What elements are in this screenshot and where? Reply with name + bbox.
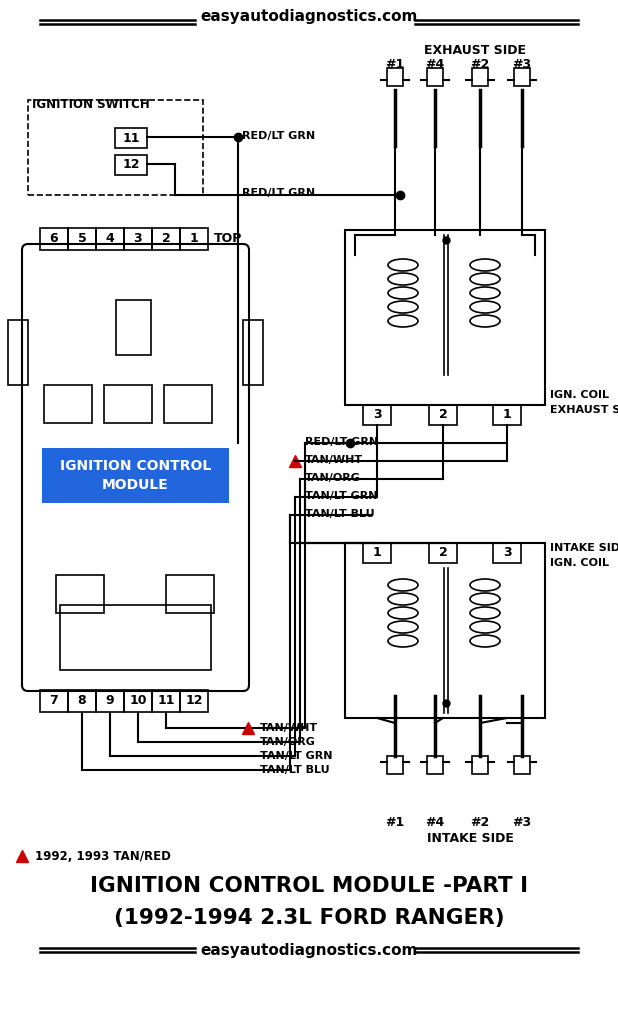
Text: #3: #3	[512, 58, 531, 70]
Text: #1: #1	[386, 817, 405, 829]
Text: 1: 1	[502, 409, 511, 421]
Text: #3: #3	[512, 817, 531, 829]
Text: 2: 2	[439, 547, 447, 559]
Bar	[180, 690, 208, 712]
Text: 11: 11	[157, 694, 175, 708]
Bar	[493, 543, 521, 563]
Text: IGN. COIL: IGN. COIL	[550, 558, 609, 568]
Text: 1: 1	[373, 547, 381, 559]
Bar	[387, 68, 403, 85]
Text: easyautodiagnostics.com: easyautodiagnostics.com	[200, 942, 418, 958]
Text: TAN/LT BLU: TAN/LT BLU	[305, 509, 375, 519]
Text: IGNITION CONTROL MODULE -PART I: IGNITION CONTROL MODULE -PART I	[90, 876, 528, 896]
Bar	[152, 228, 180, 250]
Text: 10: 10	[129, 694, 146, 708]
Text: IGN. COIL: IGN. COIL	[550, 390, 609, 400]
Bar	[345, 543, 545, 718]
Text: TAN/LT BLU: TAN/LT BLU	[260, 765, 329, 775]
Text: #2: #2	[470, 58, 489, 70]
Bar	[427, 756, 443, 774]
Text: 9: 9	[106, 694, 114, 708]
Text: easyautodiagnostics.com: easyautodiagnostics.com	[200, 9, 418, 25]
Bar	[429, 405, 457, 425]
Bar	[96, 228, 124, 250]
Text: #1: #1	[386, 58, 405, 70]
Bar	[116, 300, 151, 355]
Bar	[387, 756, 403, 774]
Bar	[96, 690, 124, 712]
Text: TAN/ORG: TAN/ORG	[305, 473, 361, 483]
Bar	[60, 605, 211, 670]
Bar	[493, 405, 521, 425]
Text: TAN/LT GRN: TAN/LT GRN	[260, 751, 332, 761]
Text: 11: 11	[122, 132, 140, 144]
Bar	[42, 448, 229, 503]
Bar	[166, 575, 214, 613]
Text: 5: 5	[78, 233, 87, 245]
Text: #4: #4	[425, 58, 444, 70]
Text: 4: 4	[106, 233, 114, 245]
Bar	[472, 756, 488, 774]
Bar	[115, 128, 147, 148]
Text: IGNITION CONTROL
MODULE: IGNITION CONTROL MODULE	[60, 458, 211, 492]
Text: 2: 2	[162, 233, 171, 245]
Text: 7: 7	[49, 694, 58, 708]
Bar	[115, 154, 147, 175]
Text: #4: #4	[425, 817, 444, 829]
Text: 3: 3	[502, 547, 511, 559]
Text: 2: 2	[439, 409, 447, 421]
Text: TOP: TOP	[214, 233, 242, 245]
Text: TAN/WHT: TAN/WHT	[260, 723, 318, 733]
Text: TAN/ORG: TAN/ORG	[260, 737, 316, 747]
Bar	[56, 575, 104, 613]
Bar	[514, 68, 530, 85]
Text: #2: #2	[470, 817, 489, 829]
Text: 12: 12	[122, 159, 140, 172]
Text: 6: 6	[49, 233, 58, 245]
Bar	[427, 68, 443, 85]
Bar	[472, 68, 488, 85]
Bar	[68, 228, 96, 250]
Bar	[152, 690, 180, 712]
Bar	[363, 543, 391, 563]
Bar	[164, 385, 212, 423]
Text: EXHAUST SIDE: EXHAUST SIDE	[424, 43, 526, 57]
Text: INTAKE SIDE: INTAKE SIDE	[550, 543, 618, 553]
Text: 8: 8	[78, 694, 87, 708]
Text: RED/LT GRN: RED/LT GRN	[242, 188, 315, 198]
Text: 1: 1	[190, 233, 198, 245]
Bar	[429, 543, 457, 563]
Text: RED/LT GRN: RED/LT GRN	[242, 131, 315, 141]
Bar	[40, 690, 68, 712]
Text: INTAKE SIDE: INTAKE SIDE	[426, 831, 514, 845]
Text: 12: 12	[185, 694, 203, 708]
Text: (1992-1994 2.3L FORD RANGER): (1992-1994 2.3L FORD RANGER)	[114, 908, 504, 928]
Bar	[68, 690, 96, 712]
Bar	[243, 320, 263, 385]
Text: 3: 3	[133, 233, 142, 245]
Text: IGNITION SWITCH: IGNITION SWITCH	[32, 99, 150, 111]
Bar	[8, 320, 28, 385]
Bar	[180, 228, 208, 250]
Bar	[363, 405, 391, 425]
Bar	[124, 228, 152, 250]
Text: EXHAUST SIDE: EXHAUST SIDE	[550, 405, 618, 415]
Bar	[124, 690, 152, 712]
Text: TAN/WHT: TAN/WHT	[305, 455, 363, 465]
Bar	[514, 756, 530, 774]
Bar	[44, 385, 92, 423]
Text: RED/LT GRN: RED/LT GRN	[305, 437, 378, 447]
Text: TAN/LT GRN: TAN/LT GRN	[305, 491, 378, 501]
Bar	[104, 385, 152, 423]
Bar	[345, 230, 545, 405]
Bar	[40, 228, 68, 250]
Bar	[28, 100, 203, 195]
Text: 3: 3	[373, 409, 381, 421]
Text: 1992, 1993 TAN/RED: 1992, 1993 TAN/RED	[35, 850, 171, 862]
